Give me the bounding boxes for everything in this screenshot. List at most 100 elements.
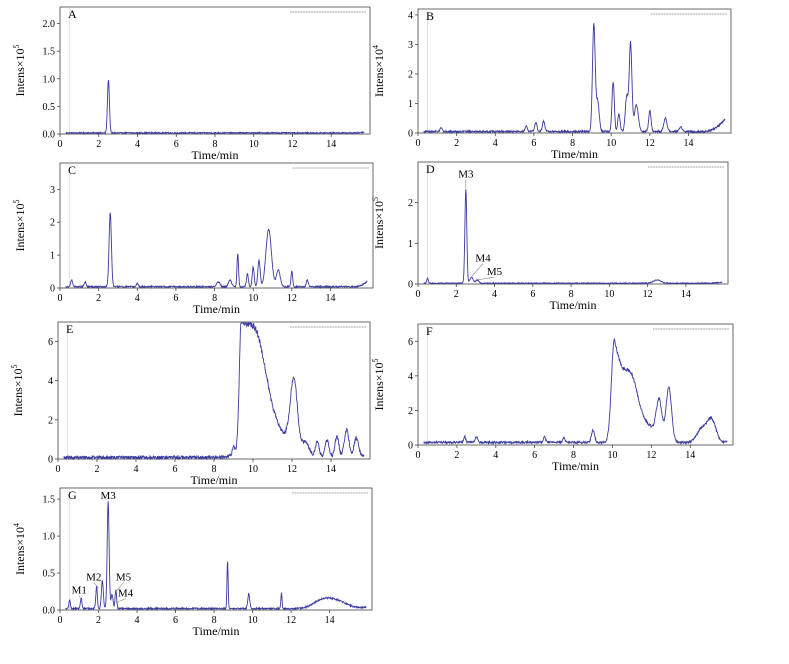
y-tick-label: 1 [408, 239, 413, 250]
y-tick-label: 4 [48, 376, 53, 387]
y-axis-label: Intens×105 [371, 197, 386, 249]
x-tick-label: 8 [212, 615, 217, 626]
x-tick-label: 2 [454, 450, 459, 461]
panel-a: 0 2 4 6 8 10 12 14 0.0 0.5 1.0 1.5 2.0 Time/min Intens… [12, 6, 371, 162]
y-tick-label: 0.0 [43, 130, 56, 141]
panel-label: B [426, 9, 434, 23]
x-tick-label: 12 [287, 464, 297, 475]
x-tick-label: 10 [249, 139, 259, 150]
y-tick-label: 0 [50, 284, 55, 295]
chromatogram-trace [65, 79, 365, 135]
peak-annotation-m2: M2 [86, 571, 101, 583]
x-tick-label: 8 [212, 464, 217, 475]
x-tick-label: 14 [325, 615, 335, 626]
y-tick-label: 4 [408, 10, 413, 21]
x-tick-label: 10 [604, 289, 614, 300]
x-tick-label: 14 [685, 450, 695, 461]
plot-frame [417, 161, 729, 285]
x-tick-label: 2 [96, 293, 101, 304]
y-axis-label: Intens×105 [10, 364, 25, 416]
y-tick-label: 0.5 [43, 569, 56, 580]
chromatogram-trace [65, 500, 367, 611]
y-tick-label: 0 [408, 129, 413, 140]
y-tick-label: 2 [48, 415, 53, 426]
y-tick-label: 0 [408, 280, 413, 291]
x-tick-label: 8 [571, 450, 576, 461]
x-tick-label: 0 [58, 615, 63, 626]
y-tick-label: 4 [408, 371, 413, 382]
annotation-leader [477, 276, 495, 281]
x-tick-label: 0 [416, 289, 421, 300]
y-tick-label: 0 [48, 455, 53, 466]
x-tick-label: 4 [135, 293, 140, 304]
x-tick-label: 12 [643, 289, 653, 300]
x-axis-label: Time/min [550, 298, 597, 312]
x-tick-label: 8 [569, 289, 574, 300]
peak-annotation-m4: M4 [475, 253, 491, 265]
y-tick-label: 3 [408, 40, 413, 51]
x-tick-label: 10 [248, 615, 258, 626]
x-tick-label: 4 [493, 138, 498, 149]
x-tick-label: 2 [96, 615, 101, 626]
peak-annotation-m5: M5 [487, 266, 503, 278]
x-tick-label: 14 [681, 289, 691, 300]
x-tick-label: 14 [326, 464, 336, 475]
x-tick-label: 6 [173, 464, 178, 475]
x-tick-label: 0 [58, 293, 63, 304]
y-axis-label: Intens×105 [371, 358, 386, 410]
y-axis-label: Intens×104 [371, 45, 386, 97]
x-tick-label: 12 [645, 138, 655, 149]
x-tick-label: 10 [606, 138, 616, 149]
x-axis-label: Time/min [193, 624, 240, 638]
x-tick-label: 0 [416, 450, 421, 461]
x-tick-label: 6 [173, 615, 178, 626]
y-tick-label: 3 [50, 185, 55, 196]
chromatogram-trace [65, 212, 368, 290]
y-tick-label: 2 [408, 198, 413, 209]
peak-annotation-m4: M4 [118, 588, 134, 600]
x-tick-label: 8 [212, 293, 217, 304]
x-tick-label: 10 [607, 450, 617, 461]
chromatogram-trace [423, 337, 728, 446]
annotation-leader [93, 582, 99, 589]
annotation-leader [471, 263, 484, 277]
y-tick-label: 6 [48, 337, 53, 348]
x-tick-label: 10 [248, 293, 258, 304]
panel-label: D [426, 162, 435, 176]
plot-frame [59, 6, 371, 135]
y-axis-label: Intens×104 [12, 523, 27, 575]
x-tick-label: 12 [287, 293, 297, 304]
x-tick-label: 2 [95, 464, 100, 475]
y-axis-label: Intens×105 [12, 44, 27, 96]
x-tick-label: 0 [416, 138, 421, 149]
plot-frame [57, 321, 371, 460]
y-tick-label: 1.5 [43, 47, 56, 58]
x-tick-label: 2 [454, 138, 459, 149]
x-tick-label: 4 [135, 139, 140, 150]
panel-f: 0 2 4 6 8 10 12 14 0 2 4 6 Time/min Intens×105 F [371, 323, 734, 473]
peak-annotation-m3: M3 [458, 168, 474, 180]
peak-annotation-m1: M1 [72, 585, 87, 597]
x-tick-label: 0 [56, 464, 61, 475]
y-tick-label: 1.5 [43, 495, 56, 506]
x-tick-label: 4 [492, 289, 497, 300]
plot-frame [59, 487, 373, 611]
x-tick-label: 8 [570, 138, 575, 149]
panel-label: C [68, 163, 76, 177]
panel-label: E [66, 322, 73, 336]
x-tick-label: 6 [532, 450, 537, 461]
panel-label: G [68, 488, 77, 502]
y-tick-label: 2 [408, 69, 413, 80]
chromatogram-trace [63, 321, 365, 461]
chromatogram-trace [423, 23, 726, 135]
plot-frame [417, 323, 734, 446]
panel-g: 0 2 4 6 8 10 12 14 0.0 0.5 1.0 1.5 Time/min Intens×10… [12, 487, 373, 638]
y-tick-label: 1 [50, 251, 55, 262]
x-axis-label: Time/min [192, 148, 239, 162]
panel-label: A [68, 7, 77, 21]
y-tick-label: 2 [408, 406, 413, 417]
y-tick-label: 0 [408, 441, 413, 452]
